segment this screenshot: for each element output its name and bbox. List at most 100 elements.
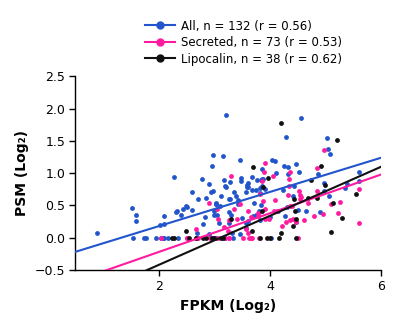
Point [356,220,362,225]
Point [320,211,326,216]
Point [244,180,251,185]
Point [244,183,250,188]
Point [194,235,200,240]
Point [249,229,256,234]
Point [297,196,303,202]
Point [203,196,210,201]
Point [296,169,303,174]
Point [203,235,210,240]
Point [221,178,227,183]
Point [269,158,276,163]
Point [327,152,333,157]
Point [180,206,186,212]
Point [353,191,359,196]
Point [285,192,292,197]
Point [256,210,262,215]
Point [158,235,164,240]
Point [169,235,176,240]
Point [295,235,302,240]
Point [199,176,205,181]
Point [208,235,215,240]
Point [222,235,228,240]
Point [226,197,232,202]
Point [213,200,219,206]
Point [266,216,272,221]
Point [183,229,190,234]
Legend: All, n = 132 (r = 0.56), Secreted, n = 73 (r = 0.53), Lipocalin, n = 38 (r = 0.6: All, n = 132 (r = 0.56), Secreted, n = 7… [141,15,346,71]
Point [222,112,229,117]
Point [249,175,255,180]
Point [264,235,270,240]
Point [293,161,300,166]
Point [272,158,278,163]
Point [287,203,294,209]
Point [183,203,189,208]
Point [335,211,341,216]
Point [285,176,292,181]
Point [208,235,214,240]
Point [128,205,135,210]
Point [317,210,323,215]
Point [314,189,320,194]
Point [260,176,266,181]
Point [160,235,166,240]
Point [266,235,273,240]
Point [171,174,178,179]
Point [250,214,256,219]
Point [130,235,136,240]
Point [330,200,336,206]
Point [290,194,296,199]
Point [278,121,285,126]
Point [236,201,243,206]
Point [188,208,195,213]
Point [324,135,330,141]
Point [213,212,220,217]
Point [302,208,309,213]
Point [255,214,262,219]
Point [223,184,229,190]
Point [280,187,286,192]
Point [243,221,249,226]
Point [235,202,241,207]
Point [210,189,216,194]
Point [304,195,311,201]
Point [257,235,264,240]
Point [158,235,164,240]
Point [243,190,249,195]
Point [260,170,267,175]
Point [254,211,261,216]
Point [324,147,331,152]
Point [237,157,244,162]
Point [293,235,300,240]
Point [234,216,240,222]
Y-axis label: PSM (Log₂): PSM (Log₂) [15,130,29,216]
Point [256,208,262,213]
Point [220,235,226,240]
Point [228,212,235,217]
Point [174,208,180,214]
Point [257,217,263,223]
Point [321,180,328,185]
Point [201,215,208,220]
Point [356,170,362,175]
Point [226,217,232,223]
Point [264,175,271,181]
Point [278,230,284,235]
Point [229,230,235,236]
Point [205,200,212,205]
Point [260,198,266,204]
Point [133,212,139,217]
Point [206,235,213,240]
Point [291,197,297,202]
Point [184,204,190,210]
Point [257,190,264,195]
Point [160,221,167,226]
Point [246,235,252,240]
Point [226,235,232,240]
Point [193,226,200,232]
Point [282,214,288,219]
Point [249,235,256,240]
Point [310,213,317,218]
Point [209,163,215,169]
Point [276,235,282,240]
